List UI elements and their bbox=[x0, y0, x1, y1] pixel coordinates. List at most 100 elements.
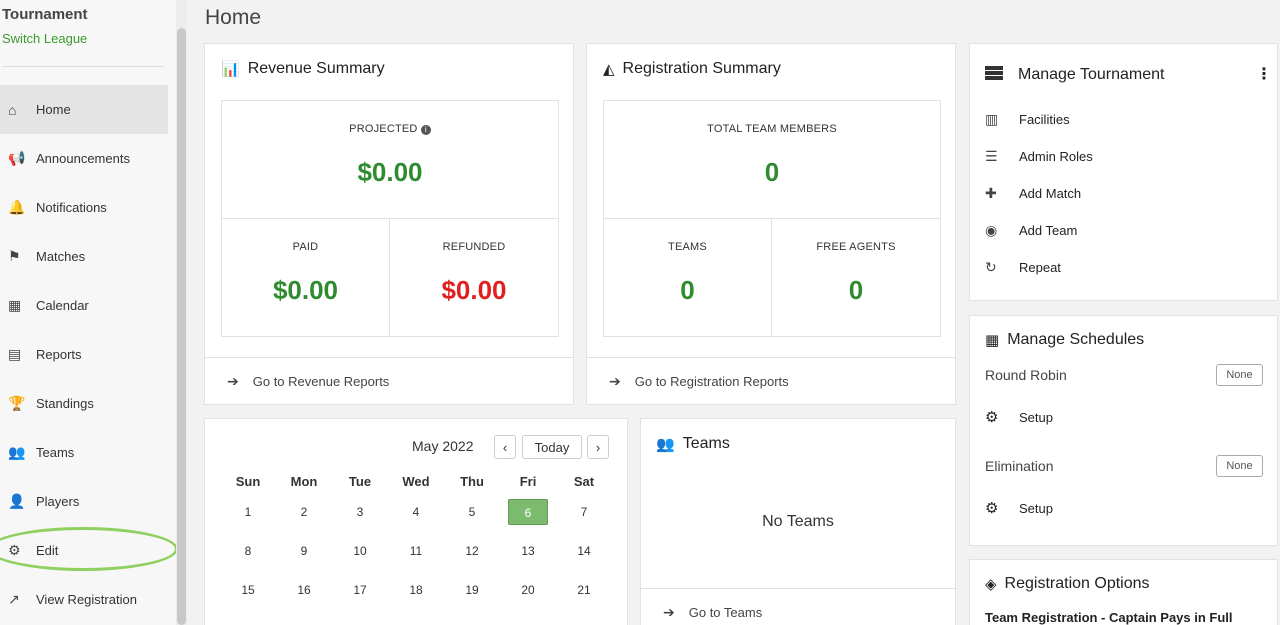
sidebar-item-label: View Registration bbox=[36, 592, 137, 607]
teams-link[interactable]: ➔ Go to Teams bbox=[641, 588, 955, 625]
sidebar-item-standings[interactable]: 🏆 Standings bbox=[0, 379, 168, 428]
total-members-value: 0 bbox=[764, 157, 780, 187]
add-match-link[interactable]: ✚ Add Match bbox=[985, 185, 1081, 202]
sidebar-item-notifications[interactable]: 🔔 Notifications bbox=[0, 183, 168, 232]
sidebar-scrollbar[interactable] bbox=[177, 28, 186, 625]
calendar-weekday-row: Sun Mon Tue Wed Thu Fri Sat bbox=[220, 470, 612, 492]
calendar-day[interactable]: 5 bbox=[468, 504, 476, 519]
repeat-link[interactable]: ↻ Repeat bbox=[985, 259, 1061, 276]
sidebar-item-players[interactable]: 👤 Players bbox=[0, 477, 168, 526]
calendar-day[interactable]: 14 bbox=[577, 543, 591, 558]
more-vertical-icon[interactable]: ⋮ bbox=[1256, 66, 1272, 83]
bell-icon: 🔔 bbox=[8, 199, 26, 215]
free-agents-value: 0 bbox=[848, 275, 864, 305]
gears-icon: ⚙ bbox=[985, 409, 999, 426]
calendar-day[interactable]: 2 bbox=[300, 504, 308, 519]
sidebar-item-label: Players bbox=[36, 494, 80, 509]
paid-box: PAID $0.00 bbox=[221, 218, 390, 337]
free-agents-label: FREE AGENTS bbox=[816, 241, 896, 253]
elimination-setup-link[interactable]: ⚙ Setup bbox=[985, 499, 1053, 517]
arrow-right-icon: ➔ bbox=[227, 372, 239, 389]
facilities-label: Facilities bbox=[1019, 112, 1070, 127]
calendar-day[interactable]: 3 bbox=[356, 504, 364, 519]
manage-schedules-header: ▦ Manage Schedules bbox=[985, 331, 1144, 349]
calendar-day[interactable]: 7 bbox=[580, 504, 588, 519]
calendar-today-button[interactable]: Today bbox=[522, 435, 582, 459]
calendar-day[interactable]: 20 bbox=[521, 582, 535, 597]
sidebar: Tournament Switch League ⌂ Home 📢 Announce… bbox=[0, 0, 176, 625]
calendar-day[interactable]: 8 bbox=[244, 543, 252, 558]
registration-summary-card: ◭ Registration Summary TOTAL TEAM MEMBER… bbox=[586, 43, 956, 405]
calendar-day-today[interactable]: 6 bbox=[500, 498, 556, 525]
calendar-day[interactable]: 1 bbox=[244, 504, 252, 519]
trophy-icon: 🏆 bbox=[8, 395, 26, 411]
registration-options-header: ◈ Registration Options bbox=[985, 575, 1150, 593]
manage-tournament-card: Manage Tournament ⋮ bbox=[969, 43, 1278, 301]
projected-label: PROJECTED i bbox=[222, 123, 558, 135]
org-subtitle-link[interactable]: Switch League bbox=[2, 31, 88, 46]
registration-options-card: ◈ Registration Options Team Registration… bbox=[969, 559, 1278, 625]
sidebar-item-reports[interactable]: ▤ Reports bbox=[0, 330, 168, 379]
plus-icon: ✚ bbox=[985, 185, 997, 201]
sidebar-item-view-registration[interactable]: ↗ View Registration bbox=[0, 575, 168, 624]
sidebar-item-calendar[interactable]: ▦ Calendar bbox=[0, 281, 168, 330]
arrow-right-icon: ➔ bbox=[663, 603, 675, 620]
calendar-day[interactable]: 16 bbox=[297, 582, 311, 597]
round-robin-setup-link[interactable]: ⚙ Setup bbox=[985, 408, 1053, 426]
calendar-day[interactable]: 17 bbox=[353, 582, 367, 597]
calendar-day[interactable]: 4 bbox=[412, 504, 420, 519]
projected-value: $0.00 bbox=[357, 157, 423, 187]
sidebar-item-label: Calendar bbox=[36, 298, 89, 313]
sidebar-item-matches[interactable]: ⚑ Matches bbox=[0, 232, 168, 281]
megaphone-icon: 📢 bbox=[8, 150, 26, 166]
calendar-day[interactable]: 13 bbox=[521, 543, 535, 558]
facilities-link[interactable]: ▥ Facilities bbox=[985, 111, 1070, 128]
manage-schedules-title: Manage Schedules bbox=[1007, 331, 1145, 348]
projected-box: PROJECTED i $0.00 bbox=[221, 100, 559, 219]
sidebar-item-announcements[interactable]: 📢 Announcements bbox=[0, 134, 168, 183]
calendar-day[interactable]: 9 bbox=[300, 543, 308, 558]
sidebar-nav: ⌂ Home 📢 Announcements 🔔 Notifications ⚑ Mat… bbox=[0, 85, 168, 624]
no-teams-message: No Teams bbox=[762, 513, 834, 530]
calendar-day[interactable]: 21 bbox=[577, 582, 591, 597]
calendar-day[interactable]: 11 bbox=[409, 543, 423, 558]
refunded-value: $0.00 bbox=[441, 275, 507, 305]
info-icon[interactable]: i bbox=[420, 125, 431, 135]
projected-label-text: PROJECTED bbox=[349, 123, 418, 135]
user-icon: 👤 bbox=[8, 493, 26, 509]
calendar-day[interactable]: 10 bbox=[353, 543, 367, 558]
calendar-day[interactable]: 15 bbox=[241, 582, 255, 597]
sidebar-item-teams[interactable]: 👥 Teams bbox=[0, 428, 168, 477]
revenue-reports-link[interactable]: ➔ Go to Revenue Reports bbox=[205, 357, 573, 404]
sidebar-item-label: Reports bbox=[36, 347, 82, 362]
sidebar-item-label: Announcements bbox=[36, 151, 130, 166]
sidebar-item-edit[interactable]: ⚙ Edit bbox=[0, 526, 168, 575]
calendar-day[interactable]: 19 bbox=[465, 582, 479, 597]
calendar-grid: Sun Mon Tue Wed Thu Fri Sat 1 2 3 4 5 6 … bbox=[220, 470, 612, 609]
calendar-week-row: 15 16 17 18 19 20 21 bbox=[220, 570, 612, 609]
sidebar-item-label: Matches bbox=[36, 249, 86, 264]
total-members-label: TOTAL TEAM MEMBERS bbox=[707, 123, 837, 135]
org-title: Tournament bbox=[2, 6, 88, 23]
refunded-box: REFUNDED $0.00 bbox=[389, 218, 559, 337]
add-team-link[interactable]: ◉ Add Team bbox=[985, 222, 1077, 239]
table-icon: ▤ bbox=[8, 346, 22, 362]
external-link-icon: ↗ bbox=[8, 591, 20, 607]
calendar-prev-button[interactable]: ‹ bbox=[494, 435, 516, 459]
registration-reports-link[interactable]: ➔ Go to Registration Reports bbox=[587, 357, 955, 404]
teams-header: 👥 Teams bbox=[656, 435, 730, 453]
arrow-right-icon: ➔ bbox=[609, 372, 621, 389]
total-members-box: TOTAL TEAM MEMBERS 0 bbox=[603, 100, 941, 219]
sidebar-item-home[interactable]: ⌂ Home bbox=[0, 85, 168, 134]
calendar-icon: ▦ bbox=[8, 297, 22, 313]
admin-roles-label: Admin Roles bbox=[1019, 149, 1093, 164]
setup-label: Setup bbox=[1019, 500, 1053, 516]
registration-option-item[interactable]: Team Registration - Captain Pays in Full bbox=[985, 610, 1233, 625]
calendar-next-button[interactable]: › bbox=[587, 435, 609, 459]
calendar-day[interactable]: 18 bbox=[409, 582, 423, 597]
sliders-icon: ☰ bbox=[985, 148, 998, 164]
calendar-day[interactable]: 12 bbox=[465, 543, 479, 558]
sidebar-item-label: Standings bbox=[36, 396, 94, 411]
admin-roles-link[interactable]: ☰ Admin Roles bbox=[985, 148, 1093, 165]
revenue-summary-header: 📊 Revenue Summary bbox=[221, 60, 385, 78]
